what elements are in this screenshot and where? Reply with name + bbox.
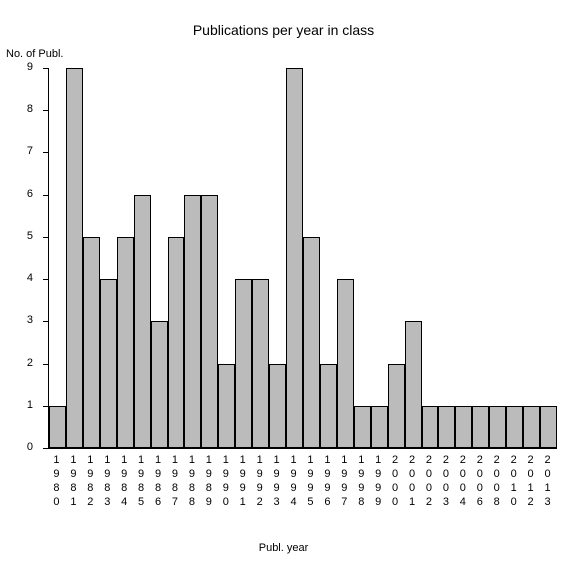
y-tick-label: 7	[3, 145, 33, 157]
y-axis-label: No. of Publ.	[6, 48, 63, 60]
x-tick-label: 1997	[336, 454, 353, 510]
x-tick-label: 1980	[48, 454, 65, 510]
bar	[218, 364, 235, 448]
chart-title: Publications per year in class	[0, 22, 567, 38]
bar	[269, 364, 286, 448]
y-tick-mark	[43, 110, 48, 111]
x-tick-label: 1993	[268, 454, 285, 510]
x-tick-label: 2008	[488, 454, 505, 510]
y-tick-label: 2	[3, 357, 33, 369]
x-tick-label: 2001	[404, 454, 421, 510]
bar	[83, 237, 100, 448]
x-tick-label: 2006	[471, 454, 488, 510]
bar	[438, 406, 455, 448]
x-tick-label: 1996	[319, 454, 336, 510]
bar	[455, 406, 472, 448]
y-tick-mark	[43, 406, 48, 407]
bar	[388, 364, 405, 448]
bar	[523, 406, 540, 448]
x-tick-label: 1981	[65, 454, 82, 510]
bar	[252, 279, 269, 448]
bar	[184, 195, 201, 448]
x-tick-label: 2004	[454, 454, 471, 510]
bar	[405, 321, 422, 448]
bar	[337, 279, 354, 448]
x-tick-label: 1989	[200, 454, 217, 510]
bar	[49, 406, 66, 448]
bar	[201, 195, 218, 448]
x-tick-label: 1991	[234, 454, 251, 510]
x-tick-label: 1995	[302, 454, 319, 510]
x-tick-label: 1983	[99, 454, 116, 510]
bar	[320, 364, 337, 448]
x-tick-label: 2003	[437, 454, 454, 510]
y-tick-mark	[43, 321, 48, 322]
bar	[168, 237, 185, 448]
x-tick-label: 1986	[150, 454, 167, 510]
y-tick-label: 9	[3, 61, 33, 73]
bar	[489, 406, 506, 448]
y-tick-label: 1	[3, 399, 33, 411]
y-tick-label: 8	[3, 103, 33, 115]
y-tick-label: 6	[3, 188, 33, 200]
y-tick-mark	[43, 152, 48, 153]
x-tick-label: 1992	[251, 454, 268, 510]
y-tick-mark	[43, 279, 48, 280]
bar	[117, 237, 134, 448]
y-tick-label: 4	[3, 272, 33, 284]
bar	[354, 406, 371, 448]
y-tick-mark	[43, 195, 48, 196]
bar	[235, 279, 252, 448]
y-tick-label: 5	[3, 230, 33, 242]
y-tick-label: 0	[3, 441, 33, 453]
bar	[506, 406, 523, 448]
x-tick-label: 2012	[522, 454, 539, 510]
bar	[100, 279, 117, 448]
chart-container: Publications per year in class No. of Pu…	[0, 0, 567, 567]
x-tick-label: 1982	[82, 454, 99, 510]
plot-area	[48, 68, 557, 449]
x-tick-label: 1994	[285, 454, 302, 510]
bar	[303, 237, 320, 448]
bar	[472, 406, 489, 448]
x-tick-label: 1984	[116, 454, 133, 510]
x-tick-label: 2010	[505, 454, 522, 510]
y-tick-label: 3	[3, 314, 33, 326]
bar	[151, 321, 168, 448]
x-tick-label: 2013	[539, 454, 556, 510]
bar	[540, 406, 557, 448]
x-tick-label: 1999	[370, 454, 387, 510]
bar	[286, 68, 303, 448]
y-tick-mark	[43, 237, 48, 238]
x-tick-label: 1987	[167, 454, 184, 510]
x-axis-label: Publ. year	[0, 542, 567, 554]
bar	[422, 406, 439, 448]
x-tick-label: 2002	[421, 454, 438, 510]
x-tick-label: 1990	[217, 454, 234, 510]
y-tick-mark	[43, 68, 48, 69]
bar	[66, 68, 83, 448]
x-tick-label: 2000	[387, 454, 404, 510]
x-tick-label: 1998	[353, 454, 370, 510]
y-tick-mark	[43, 364, 48, 365]
y-tick-mark	[43, 448, 48, 449]
bar	[134, 195, 151, 448]
x-tick-label: 1985	[133, 454, 150, 510]
x-tick-label: 1988	[183, 454, 200, 510]
bar	[371, 406, 388, 448]
